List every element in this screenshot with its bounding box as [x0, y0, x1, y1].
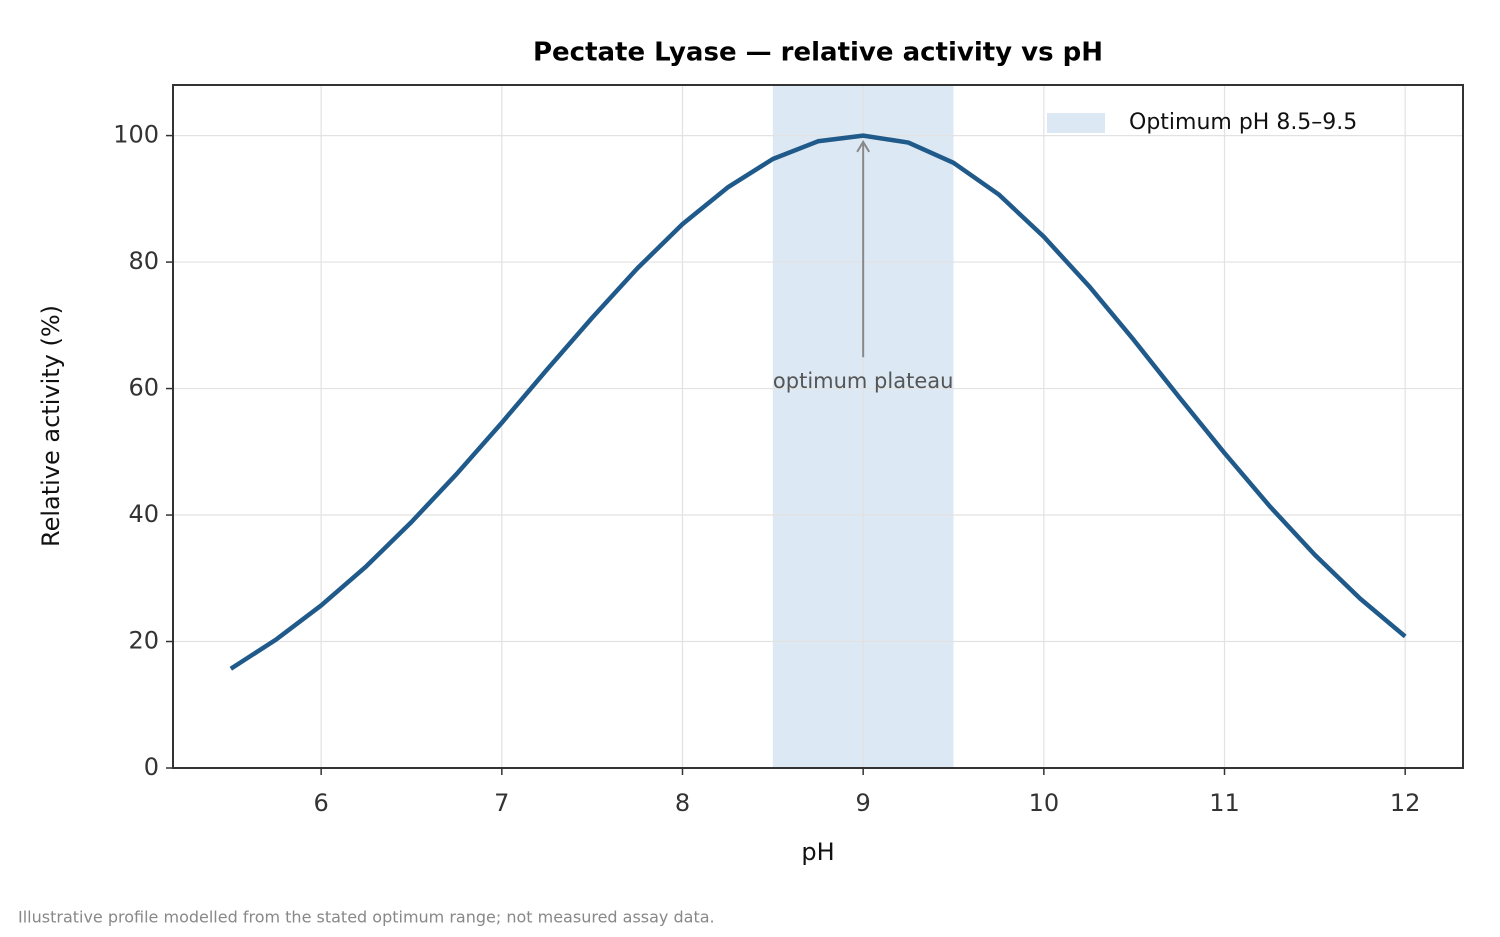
annotation-text: optimum plateau	[773, 369, 954, 393]
legend-swatch	[1047, 113, 1105, 133]
data-line	[229, 133, 1407, 671]
legend-label: Optimum pH 8.5–9.5	[1129, 110, 1357, 135]
x-tick-label: 10	[1029, 789, 1060, 817]
chart-title: Pectate Lyase — relative activity vs pH	[533, 38, 1103, 68]
y-axis-label: Relative activity (%)	[37, 305, 65, 547]
x-tick-label: 11	[1209, 789, 1240, 817]
y-tick-label: 0	[144, 753, 159, 781]
annotation-arrowhead	[856, 139, 871, 153]
y-tick-label: 80	[128, 247, 159, 275]
x-tick-label: 8	[675, 789, 690, 817]
x-axis-label: pH	[801, 838, 834, 866]
x-tick-label: 9	[856, 789, 871, 817]
x-tick-label: 6	[314, 789, 329, 817]
y-tick-label: 60	[128, 374, 159, 402]
footnote: Illustrative profile modelled from the s…	[18, 908, 715, 927]
y-tick-label: 100	[113, 121, 159, 149]
y-tick-label: 20	[128, 627, 159, 655]
x-tick-label: 12	[1390, 789, 1421, 817]
plot-frame	[172, 84, 1464, 769]
x-tick-label: 7	[494, 789, 509, 817]
y-tick-label: 40	[128, 500, 159, 528]
